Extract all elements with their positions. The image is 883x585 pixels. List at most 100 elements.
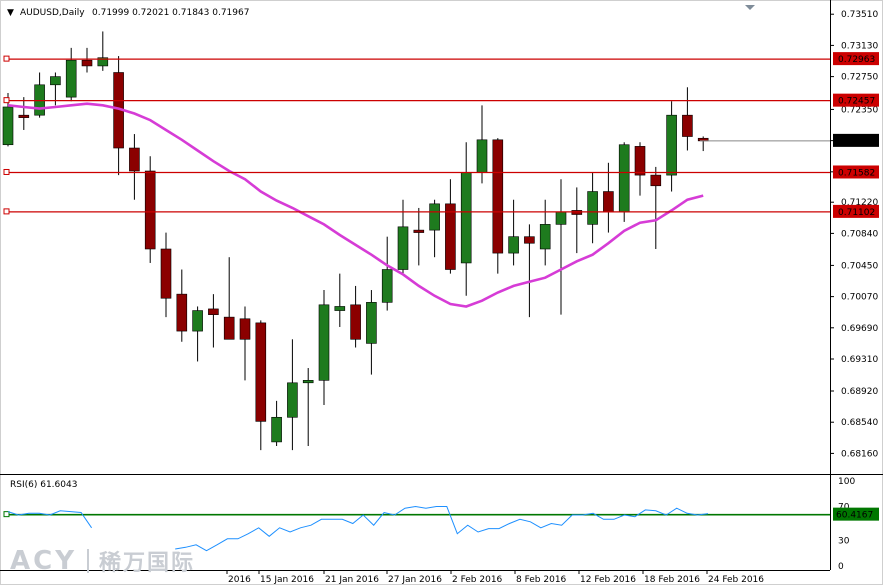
moving-average-line <box>7 102 704 308</box>
rsi-tick-label: 30 <box>838 537 850 547</box>
rsi-pane: 100 70 30 0 60.4167 <box>3 477 879 572</box>
time-tick-label: 8 Feb 2016 <box>516 575 567 585</box>
shift-marker-icon[interactable] <box>745 5 755 10</box>
rsi-tick-label: 100 <box>838 477 855 487</box>
candle-body <box>223 316 235 340</box>
candle-body <box>129 147 140 172</box>
level-line-handle <box>3 97 10 104</box>
candle-body <box>666 114 677 176</box>
price-tick-label: 0.69310 <box>841 355 878 365</box>
level-price-box <box>833 165 879 179</box>
watermark-cn: 稀万国际 <box>99 551 196 576</box>
current-price-label: 0.71967 <box>838 137 875 147</box>
candle-body <box>397 226 409 270</box>
candle-body <box>239 318 251 340</box>
watermark-brand: ACY <box>10 546 78 576</box>
rsi-level-box <box>833 507 879 521</box>
candle-body <box>255 322 267 422</box>
candle-body <box>34 84 45 116</box>
candle-body <box>81 59 93 67</box>
candle-body <box>524 236 535 244</box>
candle-body <box>476 139 488 173</box>
candle-body <box>50 76 61 86</box>
time-axis-labels: 2016 15 Jan 2016 21 Jan 2016 27 Jan 2016 2 F… <box>226 570 764 585</box>
candle-body <box>603 191 614 213</box>
candle-body <box>618 144 630 213</box>
price-tick-label: 0.72750 <box>841 73 878 83</box>
candle-body <box>555 211 567 225</box>
candle-body <box>318 304 330 381</box>
candle-body <box>176 293 188 332</box>
level-line-handle <box>3 55 10 62</box>
level-price-label: 0.71102 <box>838 208 875 218</box>
price-tick-label: 0.68920 <box>841 387 878 397</box>
candle-body <box>350 304 361 340</box>
time-tick-label: 27 Jan 2016 <box>388 575 442 585</box>
candle-body <box>381 269 393 303</box>
level-line-handle <box>3 208 10 215</box>
candle-body <box>334 306 346 311</box>
rsi-title: RSI(6) 61.6043 <box>10 480 77 490</box>
price-pane <box>2 31 709 451</box>
candle-body <box>2 106 14 146</box>
level-price-box <box>833 52 879 66</box>
level-price-label: 0.72963 <box>838 55 875 65</box>
candle-body <box>160 248 172 299</box>
time-tick-label: 15 Jan 2016 <box>260 575 314 585</box>
candle-body <box>192 310 203 332</box>
candle-body <box>429 203 440 231</box>
candle-body <box>144 170 156 250</box>
candle-body <box>208 308 219 315</box>
price-tick-label: 0.68540 <box>841 418 878 428</box>
time-tick-label: 2016 <box>228 575 251 585</box>
candle-body <box>18 114 30 118</box>
rsi-tick-label: 0 <box>838 562 844 572</box>
horizontal-lines: 0.72963 0.72457 0.71582 0.71102 0.71967 <box>3 52 879 218</box>
rsi-tick-label: 70 <box>838 503 850 513</box>
rsi-line <box>175 505 709 552</box>
rsi-level-label: 60.4167 <box>836 511 873 521</box>
rsi-line <box>7 510 93 529</box>
candle-body <box>445 203 456 270</box>
rsi-level-handle <box>3 511 10 518</box>
time-tick-label: 12 Feb 2016 <box>580 575 636 585</box>
chart-title: AUDUSD,Daily <box>20 8 85 18</box>
candle-body <box>460 172 472 264</box>
price-tick-label: 0.70450 <box>841 261 878 271</box>
current-price-box <box>833 133 879 147</box>
price-tick-label: 0.73510 <box>841 10 878 20</box>
time-tick-label: 24 Feb 2016 <box>708 575 764 585</box>
candle-body <box>65 59 77 98</box>
candle-body <box>271 416 282 443</box>
candle-body <box>413 229 425 233</box>
price-tick-label: 0.71220 <box>841 198 878 208</box>
candle-body <box>682 114 693 137</box>
level-price-box <box>833 204 879 218</box>
price-tick-label: 0.72350 <box>841 105 878 115</box>
level-price-box <box>833 93 879 107</box>
level-price-label: 0.71582 <box>838 168 875 178</box>
candle-body <box>302 380 314 384</box>
time-tick-label: 21 Jan 2016 <box>325 575 379 585</box>
candle-body <box>508 236 519 254</box>
level-line-handle <box>3 168 10 175</box>
header-menu-glyph[interactable]: ▼ <box>7 8 14 18</box>
candle-body <box>587 191 598 225</box>
candle-body <box>97 57 109 67</box>
watermark: ACY 稀万国际 <box>10 545 195 577</box>
candle-body <box>287 382 298 418</box>
price-tick-label: 0.69690 <box>841 324 878 334</box>
level-price-label: 0.72457 <box>838 97 875 107</box>
watermark-separator <box>87 549 90 573</box>
time-tick-label: 18 Feb 2016 <box>644 575 700 585</box>
candle-body <box>366 302 377 344</box>
ohlc-readout: 0.71999 0.72021 0.71843 0.71967 <box>92 8 249 18</box>
candle-body <box>492 139 504 254</box>
price-tick-label: 0.68160 <box>841 449 878 459</box>
candle-body <box>539 224 551 250</box>
time-tick-label: 2 Feb 2016 <box>452 575 503 585</box>
candle-body <box>650 174 662 187</box>
candle-body <box>634 146 646 176</box>
